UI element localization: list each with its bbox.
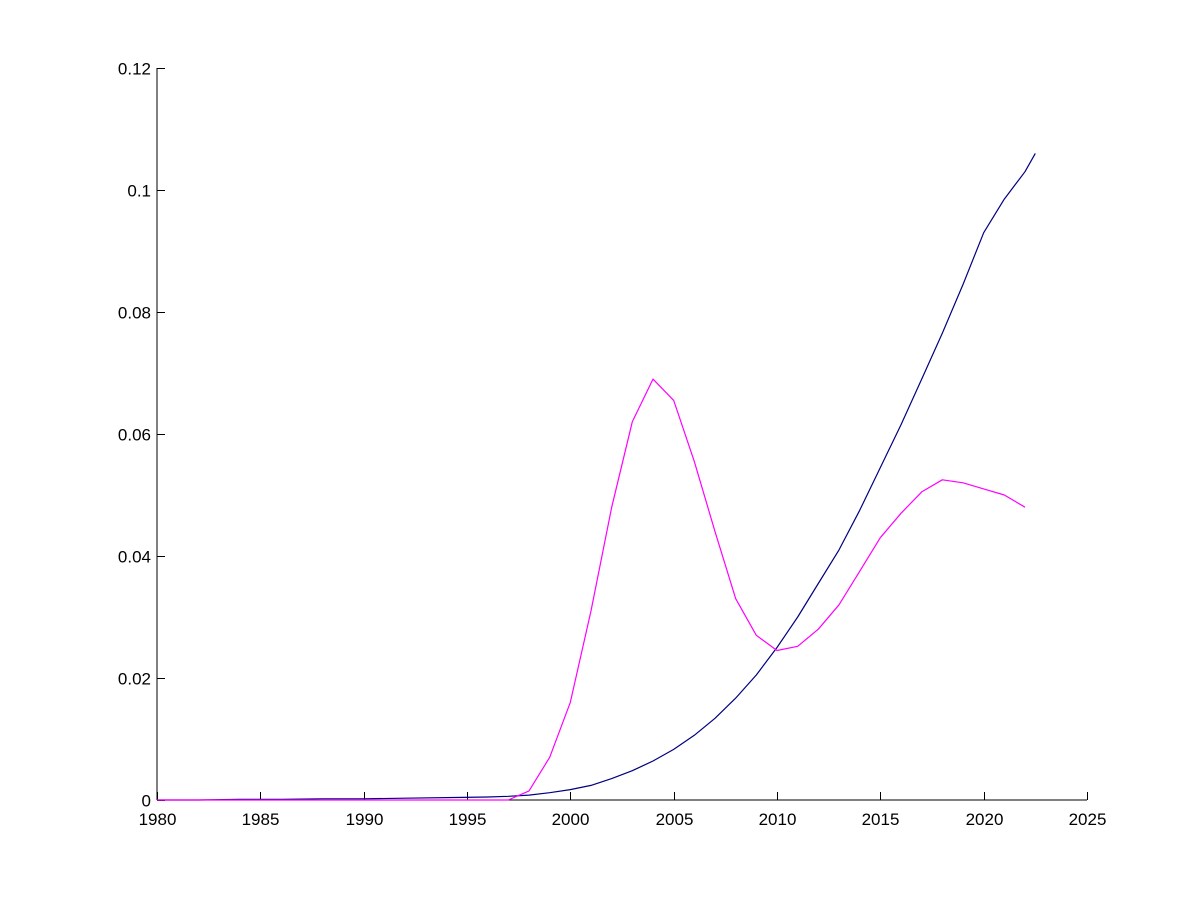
x-tick-label: 2015 (862, 810, 900, 829)
y-tick-label: 0.06 (118, 426, 151, 445)
x-tick-label: 2010 (759, 810, 797, 829)
x-tick-label: 2005 (656, 810, 694, 829)
x-tick-label: 1995 (449, 810, 487, 829)
x-tick-label: 2025 (1069, 810, 1107, 829)
y-tick-label: 0.02 (118, 670, 151, 689)
y-tick-label: 0.12 (118, 60, 151, 79)
x-tick-label: 1990 (346, 810, 384, 829)
series-line-1 (157, 153, 1036, 801)
y-tick-label: 0.08 (118, 304, 151, 323)
y-tick-label: 0.04 (118, 548, 151, 567)
x-tick-label: 1985 (242, 810, 280, 829)
x-tick-label: 2020 (966, 810, 1004, 829)
axes: 1980 1985 1990 1995 2000 2005 2010 2015 2020 2025… (118, 60, 1107, 830)
y-tick-label: 0 (142, 792, 151, 811)
series-line-2 (157, 378, 1026, 801)
x-tick-label: 1980 (139, 810, 177, 829)
series-layer (157, 153, 1036, 801)
x-tick-label: 2000 (552, 810, 590, 829)
y-tick-label: 0.1 (127, 182, 151, 201)
